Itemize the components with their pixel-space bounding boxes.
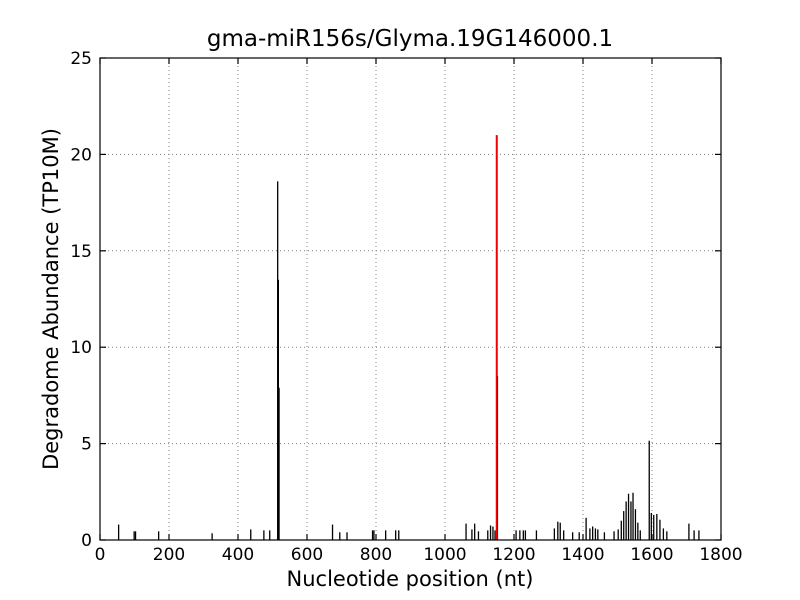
x-tick-label: 200 [153,545,185,565]
x-tick-label: 0 [95,545,106,565]
x-axis-label: Nucleotide position (nt) [287,567,534,591]
chart-title: gma-miR156s/Glyma.19G146000.1 [207,26,613,52]
x-tick-label: 800 [360,545,392,565]
y-tick-label: 5 [81,435,92,455]
x-tick-label: 1200 [492,545,535,565]
y-tick-label: 15 [70,242,92,262]
grid-lines [100,58,721,540]
y-axis-label: Degradome Abundance (TP10M) [39,128,63,470]
x-tick-label: 1800 [699,545,742,565]
axes [99,57,722,541]
degradome-spikes [117,135,700,540]
degradome-signal [117,181,700,540]
tick-labels: 0 200 400 600 800 1000 1200 1400 1600 1800 0 5 10 15 2… [70,49,742,565]
x-tick-label: 1000 [423,545,466,565]
x-tick-label: 600 [291,545,323,565]
x-tick-label: 400 [222,545,254,565]
y-tick-label: 20 [70,145,92,165]
x-tick-label: 1400 [561,545,604,565]
y-tick-label: 25 [70,49,92,69]
y-tick-label: 10 [70,338,92,358]
plot-border [99,57,722,541]
y-tick-label: 0 [81,531,92,551]
x-tick-label: 1600 [630,545,673,565]
